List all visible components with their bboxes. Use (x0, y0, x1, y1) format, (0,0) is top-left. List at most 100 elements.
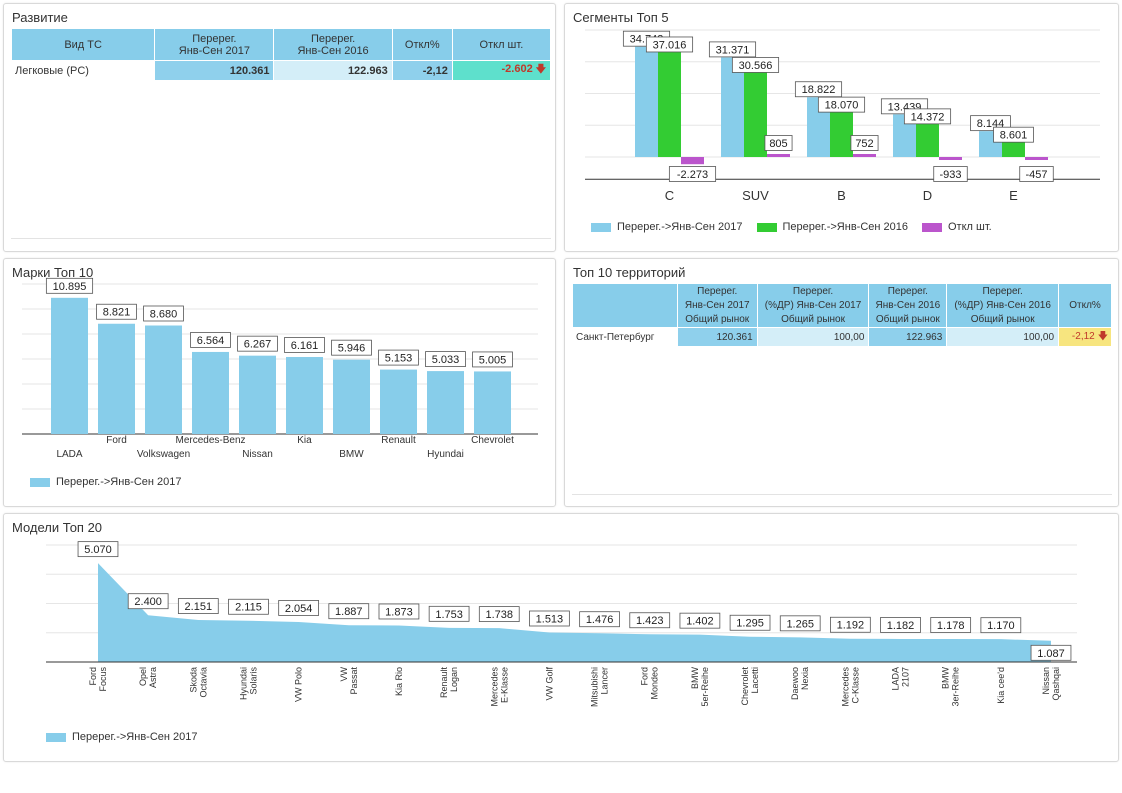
data-label: 2.115 (235, 602, 262, 614)
x-tick-label: Nissan Qashqai (1041, 667, 1061, 701)
bar (145, 325, 182, 434)
data-label: 1.423 (636, 615, 664, 627)
x-tick-label-line: Focus (98, 667, 108, 692)
legend-item-brands-2017[interactable]: Перерег.->Янв-Сен 2017 (30, 476, 182, 488)
x-tick-label: Volkswagen (137, 449, 190, 460)
legend-item-2017[interactable]: Перерег.->Янв-Сен 2017 (591, 221, 743, 233)
data-label-box (378, 349, 419, 366)
x-tick-label-line: Qashqai (1051, 667, 1061, 701)
data-label: 5.070 (84, 544, 112, 556)
terr-cell-p2016: 100,00 (946, 327, 1060, 347)
data-label: 30.566 (739, 60, 773, 72)
x-tick-label: LADA (56, 449, 82, 460)
data-label-box (993, 126, 1034, 143)
x-tick-label: VW Golf (544, 667, 554, 701)
x-tick-label-line: Astra (148, 667, 158, 688)
data-label-box (177, 598, 219, 614)
header-y2017[interactable]: Перерег. Янв-Сен 2017 (154, 28, 275, 61)
x-tick-label-line: Mercedes (489, 667, 499, 707)
data-label-box (127, 593, 169, 610)
data-label: 2.054 (285, 603, 313, 615)
bar (635, 46, 658, 157)
x-tick-label: Hyundai Solaris (238, 667, 258, 701)
data-label: 752 (855, 138, 873, 150)
terr-header-p2017[interactable]: Перерег. (%ДР) Янв-Сен 2017 Общий рынок (756, 283, 870, 328)
x-tick-label: LADA 2107 (891, 667, 911, 691)
table-row[interactable]: Санкт-Петербург 120.361 100,00 122.963 1… (572, 327, 1112, 347)
terr-header-name[interactable] (572, 283, 678, 328)
data-label-box (425, 351, 466, 367)
data-label: 1.178 (937, 620, 965, 632)
bar (239, 355, 276, 434)
models-panel: Модели Топ 20 5.070 2.400 2.151 2.115 2.054 1… (3, 513, 1119, 762)
data-label-box (1019, 166, 1054, 182)
x-tick-label-line: 2107 (901, 667, 911, 687)
data-label-box (77, 541, 119, 558)
terr-header-pct[interactable]: Откл% (1058, 283, 1112, 328)
terr-header-v2016[interactable]: Перерег. Янв-Сен 2016 Общий рынок (868, 283, 948, 328)
header-vid-ts[interactable]: Вид ТС (10, 28, 156, 61)
data-label-box (96, 303, 137, 320)
x-tick-label-line: Nexia (800, 667, 810, 690)
terr-header-v2017[interactable]: Перерег. Янв-Сен 2017 Общий рынок (676, 283, 758, 328)
data-label: 6.267 (244, 339, 272, 351)
data-label-box (930, 617, 972, 633)
x-tick-label-line: Daewoo (790, 667, 800, 700)
legend-label-2016: Перерег.->Янв-Сен 2016 (782, 221, 909, 233)
x-tick-label: Skoda Octavia (188, 667, 208, 698)
x-tick-label: E (1009, 188, 1018, 203)
x-tick-label: BMW 3er-Reihe (941, 667, 961, 707)
header-diff[interactable]: Откл шт. (451, 28, 552, 61)
terr-header-p2016[interactable]: Перерег. (%ДР) Янв-Сен 2016 Общий рынок (946, 283, 1060, 328)
terr-h-p2017-l2: (%ДР) Янв-Сен 2017 (764, 299, 862, 311)
x-tick-label: Chevrolet Lacetti (740, 667, 760, 706)
data-label-box (529, 610, 570, 627)
header-y2016-l1: Перерег. (310, 32, 356, 45)
legend-swatch-models (46, 732, 66, 742)
data-label: 5.005 (479, 354, 507, 366)
x-tick-label: Renault (381, 435, 416, 446)
bar (744, 59, 767, 157)
cell-y2016: 122.963 (273, 60, 393, 81)
territories-title: Топ 10 территорий (573, 265, 686, 280)
bar (893, 114, 916, 157)
territories-table: Перерег. Янв-Сен 2017 Общий рынок Перерег.… (572, 283, 1112, 347)
terr-h-p2016-l3: Общий рынок (970, 313, 1035, 325)
data-label: 1.738 (485, 609, 513, 621)
terr-cell-v2017: 120.361 (676, 327, 758, 347)
x-tick-label: Renault Logan (439, 667, 459, 699)
data-label: -2.273 (677, 169, 708, 181)
data-label: 2.400 (134, 596, 162, 608)
x-tick-label: Ford Mondeo (640, 667, 660, 700)
legend-item-diff[interactable]: Откл шт. (922, 221, 992, 233)
x-tick-label: SUV (742, 188, 769, 203)
models-legend: Перерег.->Янв-Сен 2017 (46, 731, 212, 743)
legend-item-2016[interactable]: Перерег.->Янв-Сен 2016 (756, 221, 909, 233)
x-tick-label-line: Kia cee'd (996, 667, 1006, 704)
x-tick-label: BMW (339, 449, 364, 460)
data-label-box (378, 603, 420, 620)
data-label: 1.887 (335, 606, 363, 618)
razvitie-panel: Развитие Вид ТС Перерег. Янв-Сен 2017 Пер… (3, 3, 556, 252)
bar (333, 359, 370, 434)
header-pct[interactable]: Откл% (391, 28, 453, 61)
legend-item-models-2017[interactable]: Перерег.->Янв-Сен 2017 (46, 731, 198, 743)
x-tick-label-line: Octavia (198, 667, 208, 698)
x-tick-label-line: Lancer (600, 667, 610, 695)
header-y2016[interactable]: Перерег. Янв-Сен 2016 (273, 28, 393, 61)
x-tick-label-line: C-Klasse (850, 667, 860, 704)
header-y2017-l1: Перерег. (192, 32, 237, 45)
legend-swatch-brands (30, 477, 50, 487)
razvitie-title: Развитие (12, 10, 68, 25)
territories-header-row: Перерег. Янв-Сен 2017 Общий рынок Перерег.… (572, 283, 1112, 328)
cell-diff-value: -2.602 (501, 63, 533, 75)
data-label-box (45, 277, 94, 294)
segments-title: Сегменты Топ 5 (573, 10, 669, 25)
x-tick-label: Nissan (242, 449, 273, 460)
x-tick-label-line: Mitsubishi (590, 667, 600, 707)
x-tick-label-line: Lacetti (750, 667, 760, 694)
table-row[interactable]: Легковые (PC) 120.361 122.963 -2,12 -2.6… (10, 60, 552, 81)
x-tick-label: D (923, 188, 932, 203)
data-label: 6.564 (197, 335, 225, 347)
data-label-box (708, 41, 757, 58)
